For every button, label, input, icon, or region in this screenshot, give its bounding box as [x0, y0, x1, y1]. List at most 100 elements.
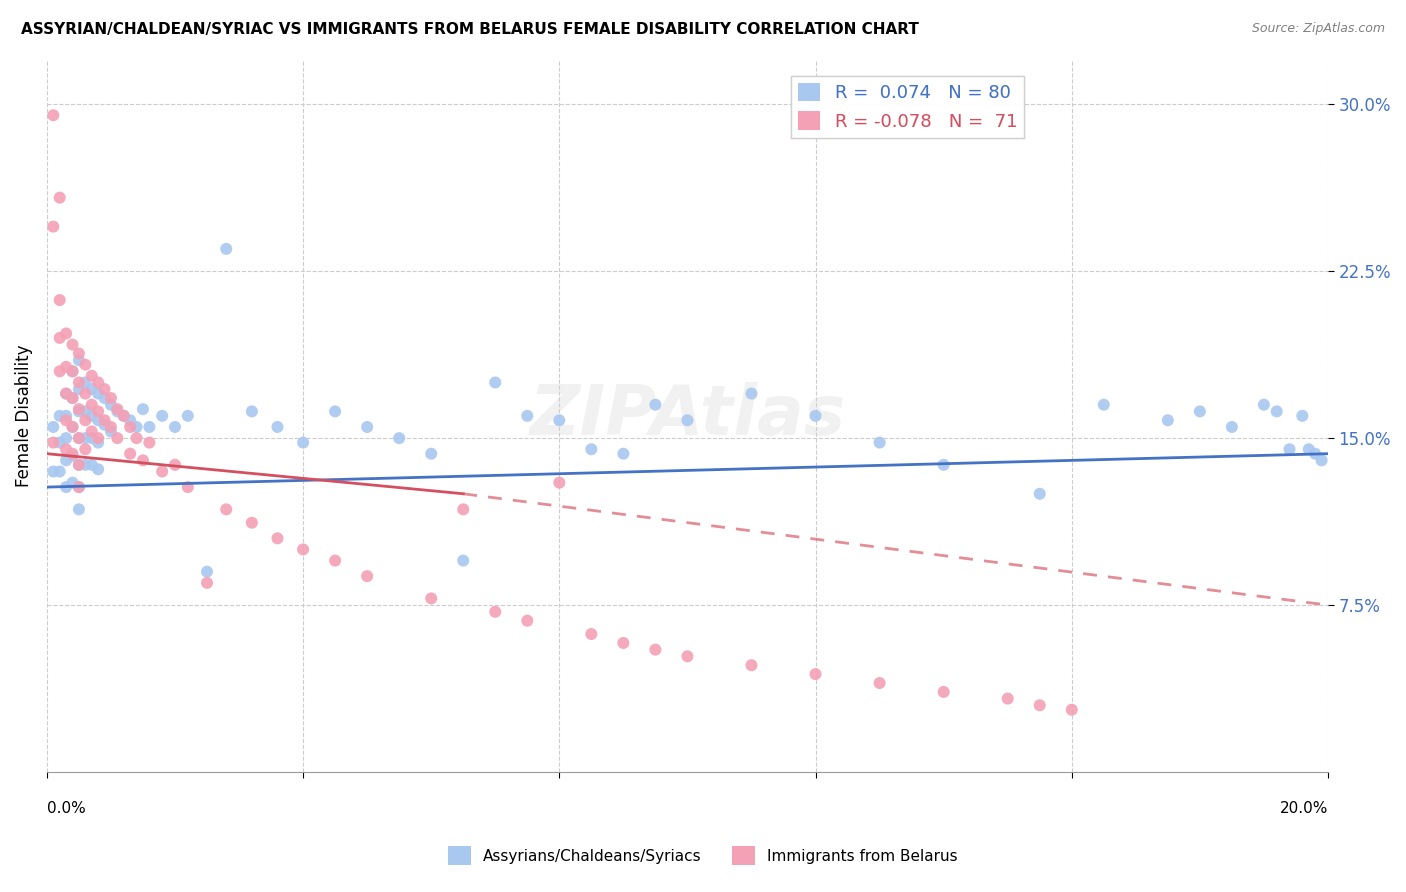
Point	[163, 458, 186, 472]
Point	[125, 420, 148, 434]
Point	[869, 435, 891, 450]
Point	[132, 402, 155, 417]
Point	[67, 458, 90, 472]
Point	[87, 386, 110, 401]
Point	[177, 409, 200, 423]
Point	[80, 431, 103, 445]
Point	[87, 462, 110, 476]
Point	[292, 435, 315, 450]
Point	[93, 391, 115, 405]
Point	[42, 435, 65, 450]
Point	[1253, 398, 1275, 412]
Point	[804, 667, 827, 681]
Point	[87, 431, 110, 445]
Point	[132, 453, 155, 467]
Point	[55, 326, 77, 341]
Point	[1291, 409, 1313, 423]
Point	[62, 449, 84, 463]
Text: Source: ZipAtlas.com: Source: ZipAtlas.com	[1251, 22, 1385, 36]
Point	[105, 404, 128, 418]
Point	[804, 409, 827, 423]
Point	[112, 409, 135, 423]
Point	[105, 402, 128, 417]
Point	[80, 382, 103, 396]
Point	[581, 627, 603, 641]
Point	[80, 458, 103, 472]
Point	[62, 447, 84, 461]
Point	[740, 658, 762, 673]
Point	[100, 391, 122, 405]
Point	[55, 359, 77, 374]
Point	[997, 691, 1019, 706]
Point	[138, 435, 160, 450]
Point	[62, 391, 84, 405]
Point	[67, 402, 90, 417]
Point	[75, 404, 97, 418]
Point	[67, 346, 90, 360]
Point	[1028, 487, 1050, 501]
Point	[75, 386, 97, 401]
Point	[516, 409, 538, 423]
Point	[1092, 398, 1115, 412]
Point	[55, 480, 77, 494]
Point	[420, 591, 443, 606]
Point	[93, 413, 115, 427]
Point	[323, 404, 346, 418]
Point	[62, 337, 84, 351]
Point	[120, 420, 142, 434]
Point	[62, 475, 84, 490]
Point	[93, 417, 115, 432]
Point	[80, 398, 103, 412]
Point	[1298, 442, 1320, 457]
Point	[55, 386, 77, 401]
Point	[740, 386, 762, 401]
Point	[195, 565, 218, 579]
Point	[356, 569, 378, 583]
Point	[75, 431, 97, 445]
Point	[451, 502, 474, 516]
Point	[548, 475, 571, 490]
Point	[87, 435, 110, 450]
Point	[80, 368, 103, 383]
Point	[62, 364, 84, 378]
Point	[55, 409, 77, 423]
Point	[55, 386, 77, 401]
Point	[87, 404, 110, 418]
Point	[62, 420, 84, 434]
Point	[67, 480, 90, 494]
Point	[516, 614, 538, 628]
Point	[1278, 442, 1301, 457]
Point	[150, 465, 173, 479]
Point	[75, 358, 97, 372]
Point	[48, 293, 70, 307]
Point	[120, 413, 142, 427]
Text: 0.0%: 0.0%	[46, 801, 86, 815]
Point	[932, 458, 955, 472]
Point	[676, 413, 699, 427]
Legend: R =  0.074   N = 80, R = -0.078   N =  71: R = 0.074 N = 80, R = -0.078 N = 71	[792, 76, 1025, 138]
Point	[55, 453, 77, 467]
Point	[48, 465, 70, 479]
Point	[75, 442, 97, 457]
Point	[62, 420, 84, 434]
Point	[612, 636, 634, 650]
Point	[451, 553, 474, 567]
Point	[150, 409, 173, 423]
Point	[42, 219, 65, 234]
Point	[75, 376, 97, 390]
Point	[48, 364, 70, 378]
Point	[240, 404, 263, 418]
Point	[644, 642, 666, 657]
Point	[67, 376, 90, 390]
Point	[138, 420, 160, 434]
Point	[67, 458, 90, 472]
Point	[356, 420, 378, 434]
Point	[55, 431, 77, 445]
Point	[67, 353, 90, 368]
Point	[80, 409, 103, 423]
Point	[75, 413, 97, 427]
Point	[42, 108, 65, 122]
Point	[644, 398, 666, 412]
Point	[1303, 447, 1326, 461]
Point	[87, 413, 110, 427]
